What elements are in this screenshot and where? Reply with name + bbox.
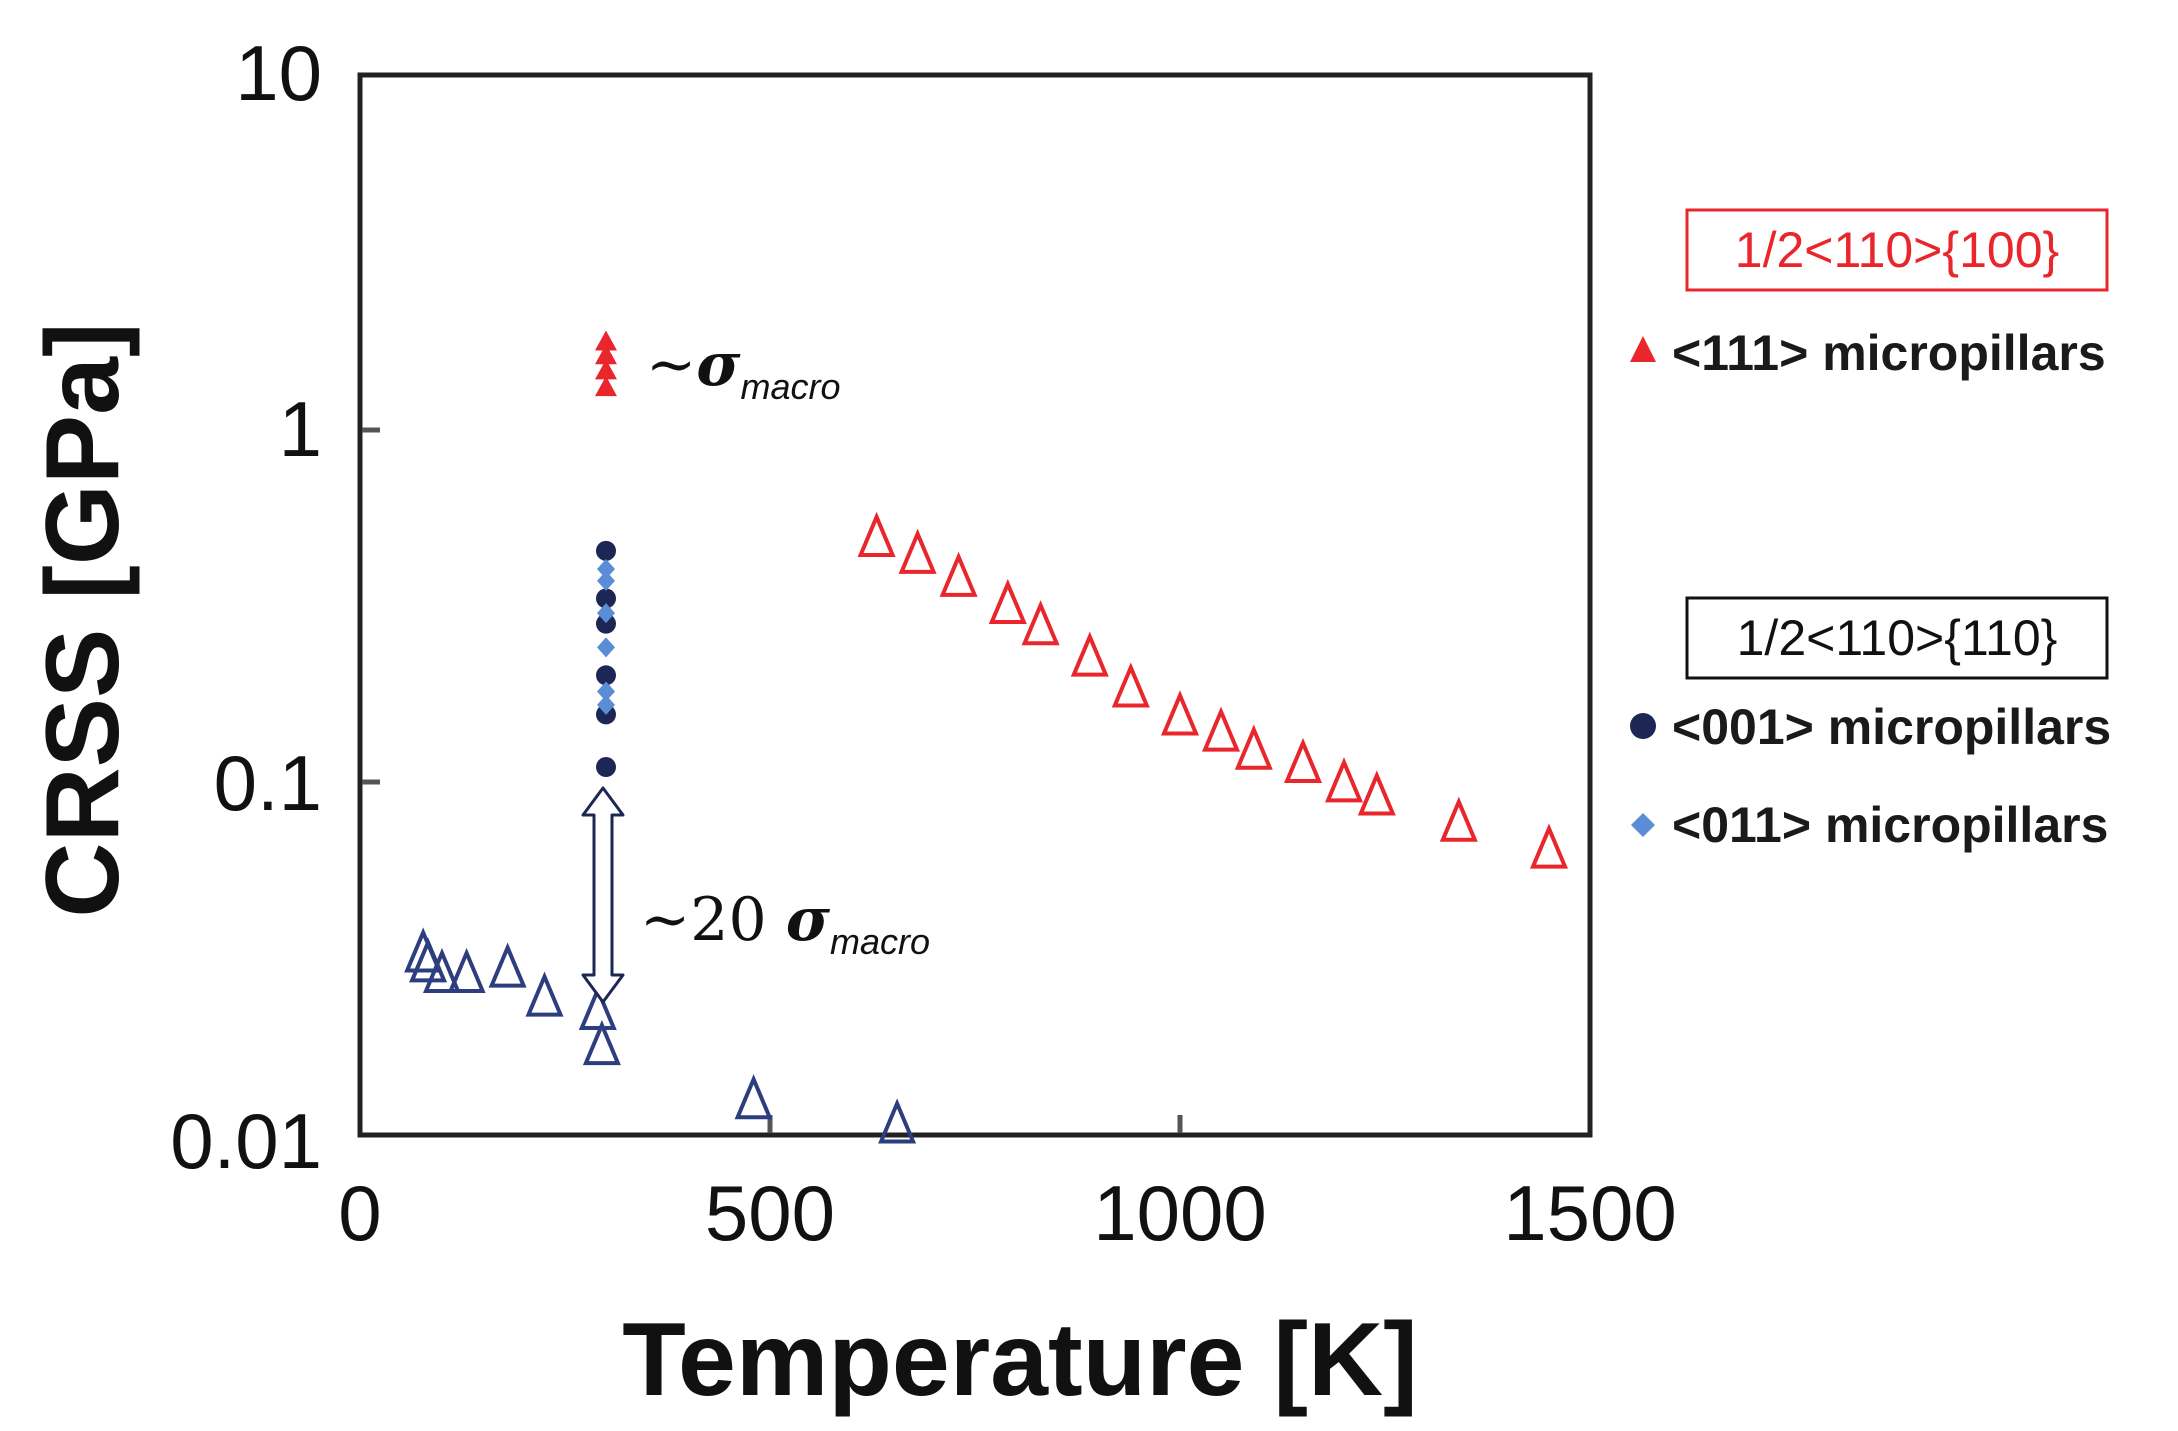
x-tick-label-0: 0 (338, 1169, 381, 1257)
y-tick-label-0.01: 0.01 (170, 1097, 322, 1185)
data-point-1-2-110-110-macro-1 (409, 937, 448, 983)
data-point-1-2-110-110-macro-7 (582, 1019, 621, 1066)
data-point-1-2-110-110-macro-6 (578, 984, 617, 1031)
legend-group-2-header: 1/2<110>{110} (1737, 610, 2058, 666)
data-point-001-micropillars-3 (596, 665, 616, 686)
legend-triangle-icon (1630, 336, 1656, 362)
x-axis-title: Temperature [K] (622, 1302, 1418, 1418)
data-point-1-2-110-100-macro-13 (1439, 796, 1478, 842)
data-point-1-2-110-100-macro-2 (939, 551, 978, 597)
data-point-111-micropillars-0 (595, 376, 617, 397)
legend: 1/2<110>{100} <111> micropillars 1/2<110… (1630, 208, 2111, 853)
legend-group-2-box (1685, 596, 2109, 680)
data-point-111-micropillars-2 (595, 344, 617, 365)
data-point-1-2-110-100-macro-10 (1283, 737, 1323, 784)
annotation-sigma-macro: ~σmacro (646, 330, 841, 407)
data-markers (404, 330, 1569, 1144)
legend-label-111: <111> micropillars (1672, 325, 2106, 381)
data-point-011-micropillars-1 (597, 570, 615, 591)
data-point-111-micropillars-3 (595, 330, 617, 351)
data-point-1-2-110-100-macro-8 (1201, 706, 1241, 752)
annotation-20-sigma-macro: ~20 σmacro (640, 885, 930, 962)
data-point-111-micropillars-1 (595, 359, 617, 380)
data-point-1-2-110-110-macro-8 (734, 1074, 773, 1120)
data-point-1-2-110-110-macro-9 (878, 1098, 917, 1144)
data-point-011-micropillars-3 (597, 637, 615, 658)
data-point-1-2-110-110-macro-3 (447, 947, 486, 994)
data-point-1-2-110-100-macro-5 (1070, 631, 1109, 677)
data-point-1-2-110-100-macro-12 (1357, 770, 1396, 816)
legend-group-1-box (1685, 208, 2109, 292)
data-point-001-micropillars-5 (596, 757, 616, 778)
x-tick-label-500: 500 (705, 1169, 835, 1257)
data-point-011-micropillars-0 (597, 558, 615, 579)
data-point-1-2-110-100-macro-11 (1324, 757, 1364, 803)
data-point-001-micropillars-0 (596, 540, 616, 561)
y-tick-label-1: 1 (279, 385, 322, 473)
data-point-001-micropillars-2 (596, 613, 616, 634)
data-point-1-2-110-100-macro-7 (1160, 690, 1200, 736)
data-point-1-2-110-110-macro-5 (525, 971, 564, 1017)
data-point-011-micropillars-5 (597, 694, 615, 715)
data-point-1-2-110-100-macro-1 (898, 528, 937, 574)
legend-label-001: <001> micropillars (1672, 699, 2111, 755)
y-axis-title: CRSS [GPa] (25, 322, 141, 917)
plot-frame (357, 72, 1593, 1138)
data-point-1-2-110-110-macro-4 (488, 942, 527, 988)
data-point-1-2-110-100-macro-9 (1234, 724, 1273, 770)
data-point-1-2-110-100-macro-14 (1529, 823, 1569, 869)
legend-label-011: <011> micropillars (1672, 797, 2108, 853)
data-point-1-2-110-100-macro-4 (1021, 600, 1060, 646)
legend-diamond-icon (1631, 813, 1655, 837)
data-point-011-micropillars-4 (597, 681, 615, 702)
x-tick-label-1000: 1000 (1093, 1169, 1267, 1257)
data-point-1-2-110-110-macro-2 (422, 947, 462, 994)
legend-circle-icon (1630, 713, 1656, 739)
gap-double-arrow (581, 786, 625, 1004)
data-point-1-2-110-100-macro-3 (988, 578, 1027, 625)
data-point-011-micropillars-2 (597, 603, 615, 624)
x-tick-label-1500: 1500 (1503, 1169, 1677, 1257)
data-point-1-2-110-100-macro-6 (1111, 662, 1150, 708)
y-tick-label-0.1: 0.1 (214, 739, 322, 827)
legend-group-1-header: 1/2<110>{100} (1735, 222, 2059, 278)
data-point-1-2-110-100-macro-0 (857, 511, 896, 557)
y-tick-label-10: 10 (235, 29, 322, 117)
data-point-001-micropillars-1 (596, 588, 616, 609)
